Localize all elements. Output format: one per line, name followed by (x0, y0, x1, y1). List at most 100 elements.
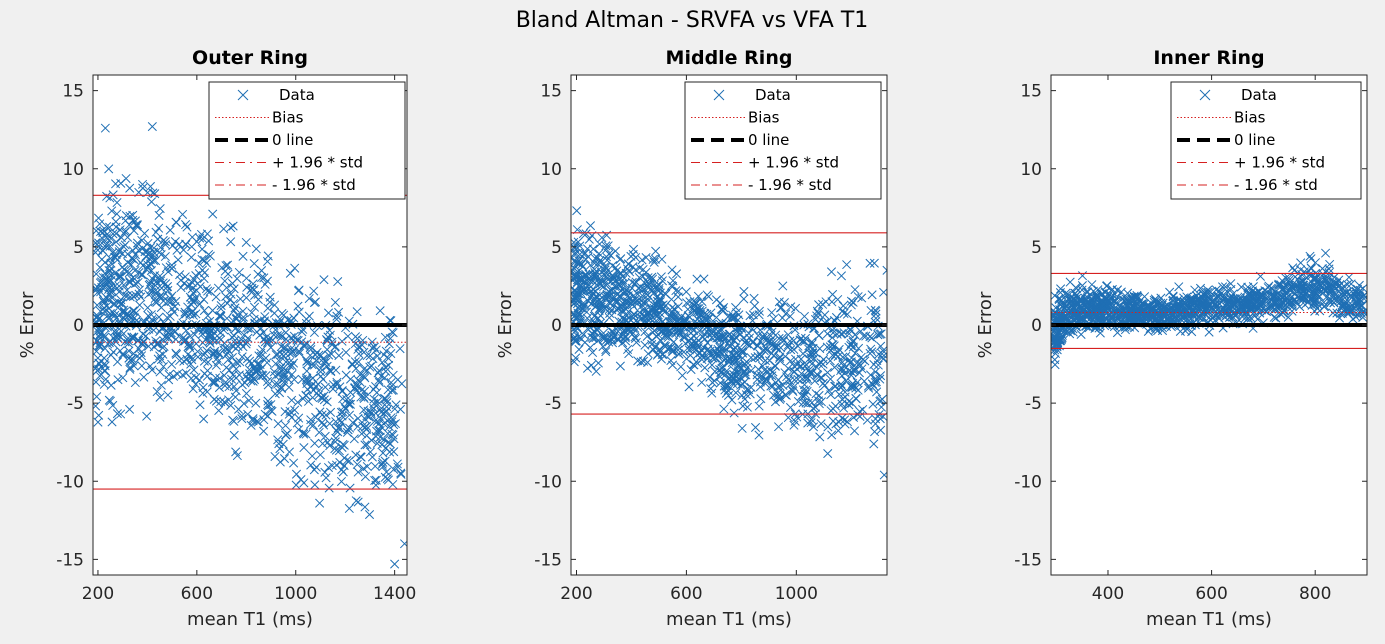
x-tick-label: 600 (670, 584, 702, 604)
data-point (1342, 287, 1352, 297)
data-point (249, 302, 260, 312)
data-point (237, 352, 247, 362)
data-point (364, 510, 375, 520)
data-point (125, 278, 135, 288)
data-point (106, 380, 116, 390)
data-point (263, 303, 273, 313)
data-point (180, 272, 190, 282)
data-point (233, 341, 243, 351)
data-point (397, 379, 407, 389)
data-point (345, 395, 355, 405)
data-point (161, 279, 171, 289)
data-point (134, 289, 144, 299)
data-point (288, 347, 298, 357)
data-point (375, 425, 385, 436)
data-point (202, 258, 212, 268)
data-point (789, 420, 799, 430)
data-point (102, 222, 112, 232)
data-point (337, 465, 347, 475)
data-point (328, 384, 338, 394)
data-point (302, 359, 313, 369)
data-point (869, 439, 879, 449)
data-point (783, 413, 793, 423)
data-point (341, 347, 351, 357)
data-point (207, 377, 217, 387)
data-point (221, 363, 232, 373)
data-point (256, 364, 266, 374)
data-point (801, 385, 811, 395)
data-point (879, 287, 887, 297)
data-point (822, 329, 832, 339)
data-point (326, 407, 336, 417)
data-point (1275, 289, 1285, 299)
data-point (1253, 314, 1263, 324)
data-point (754, 430, 764, 440)
data-point (781, 309, 791, 319)
data-point (1116, 304, 1126, 314)
data-point (290, 263, 300, 273)
data-point (299, 443, 309, 453)
data-point (639, 307, 649, 317)
data-point (571, 237, 579, 247)
data-point (200, 268, 210, 278)
data-point (186, 300, 196, 310)
outer-ring-axes: -15 -10 -5 0 5 10 15 200 600 1000 1400 Outer Ring me… (17, 47, 416, 630)
data-point (395, 344, 405, 354)
data-point (234, 267, 244, 277)
data-point (202, 387, 212, 397)
data-point (1157, 326, 1168, 336)
data-point (191, 293, 201, 303)
data-point (836, 379, 846, 389)
data-point (185, 341, 195, 351)
data-point (1328, 308, 1338, 318)
data-point (146, 197, 157, 207)
data-point (252, 416, 262, 426)
data-point (578, 229, 588, 239)
data-point (152, 387, 162, 397)
data-point (1126, 305, 1136, 315)
data-point (649, 257, 659, 267)
data-point (689, 360, 699, 370)
data-point (123, 232, 133, 242)
data-point (1288, 287, 1298, 297)
data-point (335, 382, 345, 392)
data-point (605, 308, 615, 318)
data-point (242, 282, 252, 292)
data-point (1081, 287, 1092, 297)
data-point (740, 337, 750, 348)
data-point (801, 398, 811, 408)
data-point (633, 356, 643, 366)
data-point (867, 333, 877, 343)
data-point (841, 351, 851, 362)
data-point (1097, 304, 1107, 314)
data-point (214, 405, 224, 416)
data-point (107, 417, 117, 427)
legend-label: 0 line (1234, 131, 1275, 149)
data-point (172, 245, 182, 255)
data-point (319, 275, 329, 285)
legend-marker-data (713, 89, 725, 101)
data-point (332, 314, 342, 324)
data-point (294, 425, 304, 435)
data-point (370, 416, 380, 426)
data-point (263, 380, 273, 390)
data-point (642, 331, 652, 341)
reference-lines (571, 232, 887, 415)
data-point (800, 361, 810, 371)
data-point (256, 348, 266, 358)
data-point (143, 260, 153, 270)
data-point (285, 360, 295, 371)
data-point (238, 306, 248, 316)
data-point (145, 279, 155, 289)
data-point (136, 258, 146, 268)
x-axis-label: mean T1 (ms) (666, 609, 792, 630)
data-point (689, 306, 699, 316)
data-point (396, 469, 406, 479)
data-point (1061, 290, 1072, 300)
data-point (729, 313, 739, 323)
data-point (335, 423, 345, 433)
data-point (842, 260, 852, 270)
data-point (840, 415, 850, 425)
data-point (586, 272, 596, 282)
data-point (712, 349, 722, 359)
